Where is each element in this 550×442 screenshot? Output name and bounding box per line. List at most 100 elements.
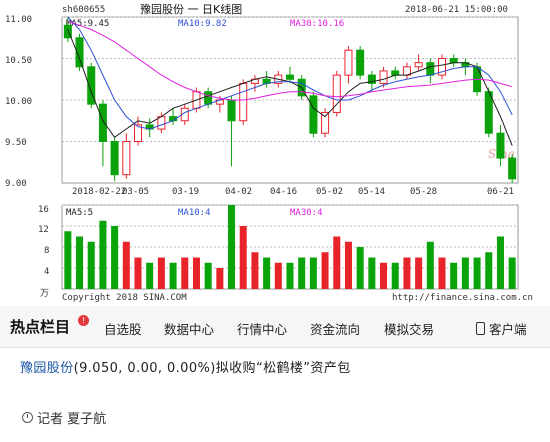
nav-item-watchlist[interactable]: 自选股: [104, 322, 142, 337]
nav-item-data-center[interactable]: 数据中心: [164, 322, 215, 337]
price-ma5-label: MA5:9.45: [66, 19, 109, 29]
client-link[interactable]: 客户端: [476, 319, 527, 338]
volume-bar: [473, 257, 481, 289]
nav-item-fund-flow[interactable]: 资金流向: [310, 322, 361, 337]
y-tick-label: 9.50: [5, 138, 27, 148]
ma-lines: [67, 16, 513, 146]
headline-text: 拟收购“松鹤楼”资产包: [215, 361, 351, 376]
kline-svg: sh600655 豫园股份 一 日K线图 2018-06-21 15:00:00…: [5, 2, 533, 303]
candle-body: [133, 124, 143, 143]
y-tick-label: 11.00: [5, 15, 32, 25]
volume-bar: [181, 257, 189, 289]
candle-body: [285, 74, 295, 80]
volume-bar: [122, 241, 130, 289]
candle-body: [98, 103, 107, 142]
vol-unit: 万: [40, 289, 49, 299]
nav-item-sim-trade[interactable]: 模拟交易: [384, 322, 435, 337]
volume-bar: [64, 231, 72, 289]
volume-bar: [380, 262, 388, 289]
candle-body: [110, 141, 119, 176]
client-label: 客户端: [489, 322, 527, 337]
candle-body: [426, 62, 435, 76]
y-tick-label: 10.00: [5, 97, 32, 107]
volume-bar: [251, 252, 259, 289]
volume-bar: [391, 262, 399, 289]
volume-bar: [309, 257, 317, 289]
volume-bar: [450, 262, 458, 289]
volume-bar: [263, 257, 271, 289]
candle-body: [122, 141, 131, 176]
candle-body: [227, 99, 236, 122]
candle-body: [344, 49, 353, 76]
candle-body: [437, 58, 447, 76]
volume-bar: [157, 257, 165, 289]
candle-body: [309, 95, 318, 134]
volume-bar: [239, 226, 247, 289]
volume-bar: [333, 236, 341, 289]
y-tick-label: 9.00: [5, 179, 27, 189]
volume-bar: [228, 205, 236, 289]
volume-bar: [485, 252, 493, 289]
vol-tick-label: 8: [44, 246, 49, 256]
x-tick-label: 03-19: [172, 187, 199, 197]
x-tick-label: 04-02: [225, 187, 252, 197]
volume-bar: [192, 257, 200, 289]
candle-body: [391, 70, 400, 76]
volume-bars: [64, 205, 516, 289]
vol-ma30-label: MA30:4: [290, 208, 323, 218]
price-ma10-label: MA10:9.82: [178, 19, 227, 29]
price-ma30-label: MA30:10.16: [290, 19, 344, 29]
volume-bar: [415, 257, 423, 289]
nav-badge: !: [78, 315, 89, 326]
kline-chart: sh600655 豫园股份 一 日K线图 2018-06-21 15:00:00…: [5, 2, 533, 303]
volume-bar: [403, 257, 411, 289]
chart-source: http://finance.sina.com.cn: [392, 293, 533, 303]
vol-ma5-label: MA5:5: [66, 208, 93, 218]
volume-bar: [461, 257, 469, 289]
nav-bar: 热点栏目 ! 自选股 数据中心 行情中心 资金流向 模拟交易 客户端: [0, 306, 550, 348]
quote-values: (9.050, 0.00, 0.00%): [73, 361, 216, 376]
phone-icon: [476, 322, 485, 335]
volume-bar: [286, 262, 294, 289]
x-tick-label: 05-14: [358, 187, 385, 197]
volume-bar: [146, 262, 154, 289]
volume-bar: [321, 252, 329, 289]
volume-bar: [368, 257, 376, 289]
candle-body: [332, 74, 341, 113]
vol-tick-label: 12: [38, 225, 49, 235]
grid-lines: [62, 16, 518, 269]
candle-body: [449, 58, 458, 64]
volume-bar: [134, 257, 142, 289]
candle-body: [367, 74, 376, 84]
volume-bar: [356, 247, 364, 289]
vol-tick-label: 16: [38, 205, 49, 215]
candle-body: [63, 24, 72, 39]
chart-title: 豫园股份 一 日K线图: [140, 2, 242, 16]
candle-body: [239, 82, 248, 122]
x-tick-label: 05-28: [410, 187, 437, 197]
volume-bar: [99, 220, 107, 289]
volume-bar: [76, 236, 84, 289]
volume-bar: [169, 262, 177, 289]
vol-tick-label: 4: [44, 267, 49, 277]
candle-body: [414, 62, 423, 68]
candle-body: [356, 49, 365, 76]
volume-bar: [216, 268, 224, 289]
x-tick-label: 06-21: [487, 187, 514, 197]
nav-item-market[interactable]: 行情中心: [237, 322, 288, 337]
nav-brand[interactable]: 热点栏目: [10, 318, 71, 336]
byline-text: 记者 夏子航: [37, 412, 107, 427]
stock-link[interactable]: 豫园股份: [20, 361, 74, 376]
chart-copyright: Copyright 2018 SINA.COM: [62, 293, 187, 303]
candle-body: [496, 132, 505, 159]
volume-bar: [496, 236, 504, 289]
y-tick-label: 10.50: [5, 56, 32, 66]
volume-bar: [87, 241, 95, 289]
x-tick-label: 05-02: [316, 187, 343, 197]
ma-line-ma10: [67, 16, 513, 130]
candle-body: [87, 66, 96, 105]
volume-bar: [344, 241, 352, 289]
volume-bar: [204, 262, 212, 289]
volume-bar: [298, 257, 306, 289]
x-tick-label: 03-05: [122, 187, 149, 197]
